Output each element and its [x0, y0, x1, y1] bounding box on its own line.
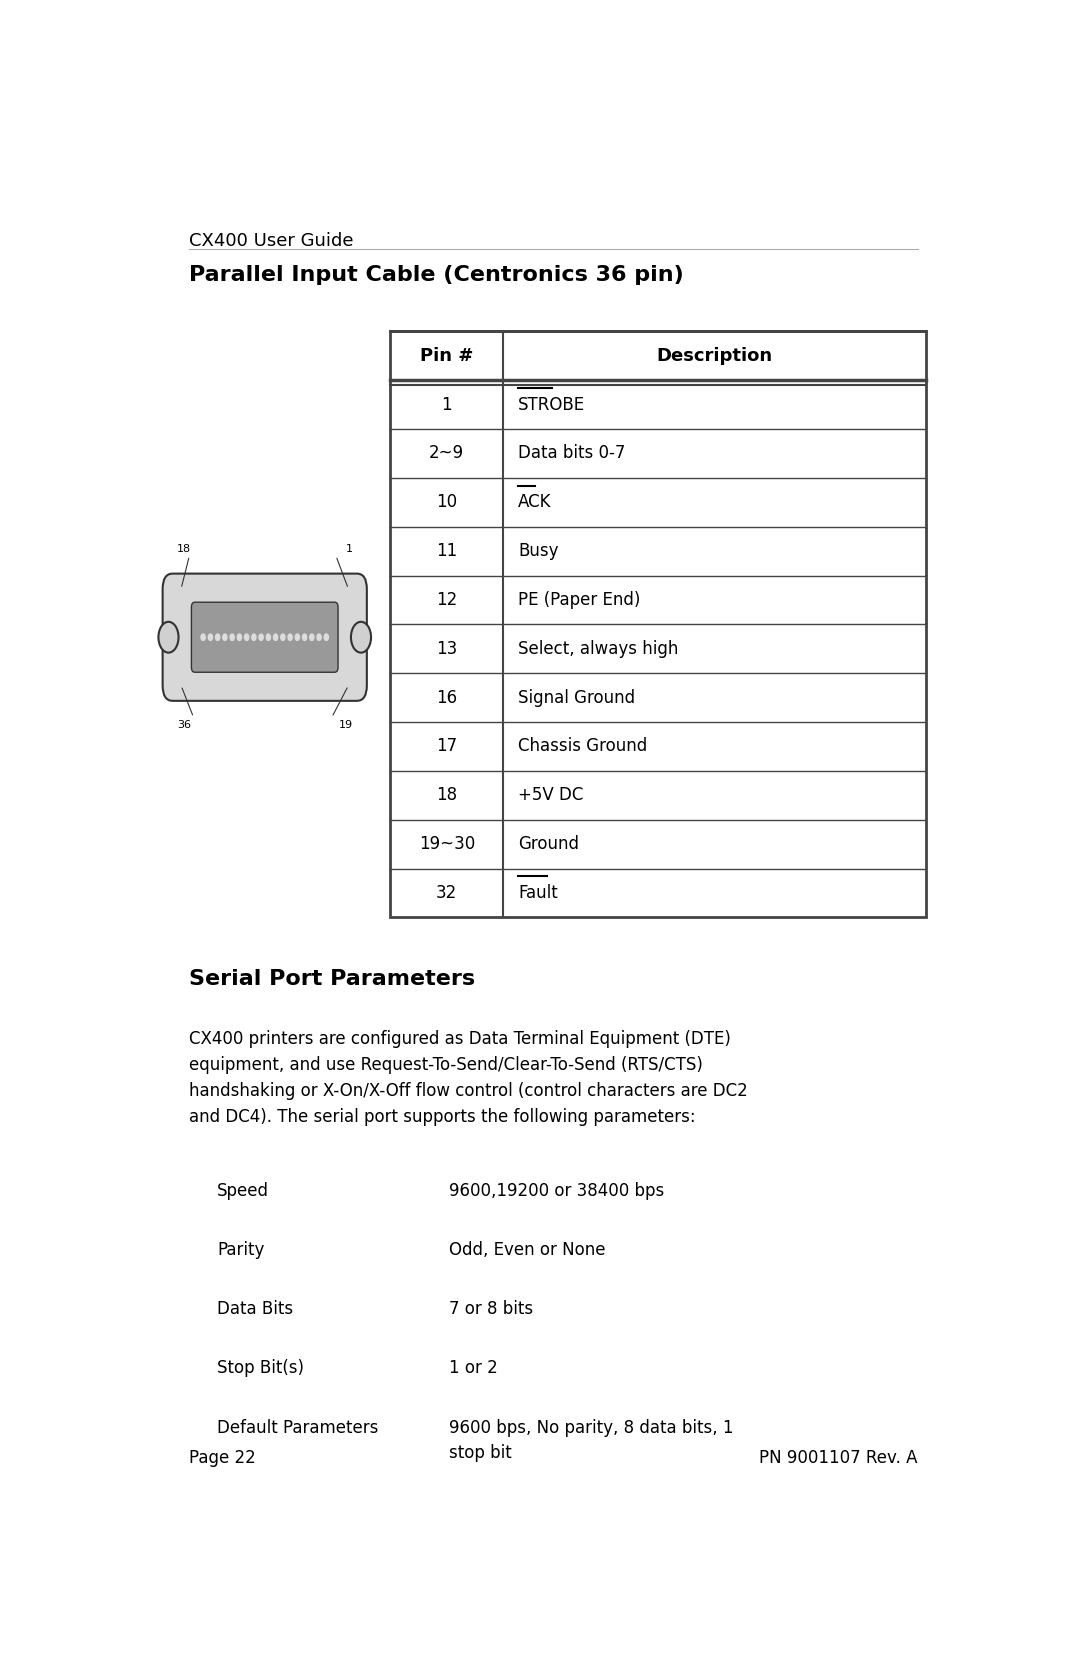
- Text: Ground: Ground: [518, 834, 579, 853]
- Text: PN 9001107 Rev. A: PN 9001107 Rev. A: [759, 1449, 918, 1467]
- Text: Serial Port Parameters: Serial Port Parameters: [189, 968, 475, 988]
- Text: 16: 16: [436, 689, 457, 706]
- Text: 11: 11: [436, 542, 458, 561]
- Text: Busy: Busy: [518, 542, 558, 561]
- Circle shape: [230, 634, 234, 641]
- Text: 18: 18: [436, 786, 457, 804]
- Text: 36: 36: [177, 719, 191, 729]
- Text: Stop Bit(s): Stop Bit(s): [217, 1360, 305, 1377]
- Circle shape: [159, 623, 178, 653]
- Text: Page 22: Page 22: [189, 1449, 256, 1467]
- Text: 13: 13: [436, 639, 458, 658]
- Circle shape: [238, 634, 242, 641]
- Circle shape: [222, 634, 227, 641]
- Circle shape: [208, 634, 213, 641]
- Bar: [390, 332, 926, 918]
- Circle shape: [281, 634, 285, 641]
- Text: 2~9: 2~9: [429, 444, 464, 462]
- Circle shape: [201, 634, 205, 641]
- Circle shape: [310, 634, 314, 641]
- Text: 9600,19200 or 38400 bps: 9600,19200 or 38400 bps: [449, 1182, 664, 1200]
- Text: 1: 1: [346, 544, 352, 554]
- Text: CX400 printers are configured as Data Terminal Equipment (DTE)
equipment, and us: CX400 printers are configured as Data Te…: [189, 1030, 748, 1125]
- Text: 1: 1: [442, 396, 453, 414]
- Text: 17: 17: [436, 738, 457, 756]
- Text: Parity: Parity: [217, 1242, 265, 1258]
- Text: Default Parameters: Default Parameters: [217, 1419, 378, 1437]
- Text: 9600 bps, No parity, 8 data bits, 1
stop bit: 9600 bps, No parity, 8 data bits, 1 stop…: [449, 1419, 733, 1462]
- Text: 1 or 2: 1 or 2: [449, 1360, 498, 1377]
- Circle shape: [259, 634, 264, 641]
- Text: 10: 10: [436, 494, 457, 511]
- Text: CX400 User Guide: CX400 User Guide: [189, 232, 354, 250]
- Circle shape: [295, 634, 299, 641]
- Text: Speed: Speed: [217, 1182, 269, 1200]
- Circle shape: [351, 623, 372, 653]
- Circle shape: [302, 634, 307, 641]
- Text: Description: Description: [657, 347, 772, 366]
- Circle shape: [288, 634, 293, 641]
- Circle shape: [244, 634, 248, 641]
- Circle shape: [216, 634, 219, 641]
- Text: PE (Paper End): PE (Paper End): [518, 591, 640, 609]
- Circle shape: [324, 634, 328, 641]
- Text: 12: 12: [436, 591, 458, 609]
- Text: Data bits 0-7: Data bits 0-7: [518, 444, 625, 462]
- FancyBboxPatch shape: [163, 574, 367, 701]
- Text: 19: 19: [338, 719, 352, 729]
- Text: Signal Ground: Signal Ground: [518, 689, 635, 706]
- Text: Parallel Input Cable (Centronics 36 pin): Parallel Input Cable (Centronics 36 pin): [189, 265, 684, 284]
- FancyBboxPatch shape: [191, 603, 338, 673]
- Text: Odd, Even or None: Odd, Even or None: [449, 1242, 606, 1258]
- Circle shape: [252, 634, 256, 641]
- Text: Chassis Ground: Chassis Ground: [518, 738, 648, 756]
- Text: Select, always high: Select, always high: [518, 639, 678, 658]
- Text: 18: 18: [177, 544, 191, 554]
- Text: 19~30: 19~30: [419, 834, 475, 853]
- Text: ACK: ACK: [518, 494, 552, 511]
- Text: +5V DC: +5V DC: [518, 786, 583, 804]
- Text: Data Bits: Data Bits: [217, 1300, 293, 1319]
- Circle shape: [316, 634, 321, 641]
- Circle shape: [273, 634, 278, 641]
- Text: 7 or 8 bits: 7 or 8 bits: [449, 1300, 534, 1319]
- Text: Pin #: Pin #: [420, 347, 473, 366]
- Text: Fault: Fault: [518, 885, 558, 901]
- Text: 32: 32: [436, 885, 458, 901]
- Circle shape: [267, 634, 270, 641]
- Text: STROBE: STROBE: [518, 396, 585, 414]
